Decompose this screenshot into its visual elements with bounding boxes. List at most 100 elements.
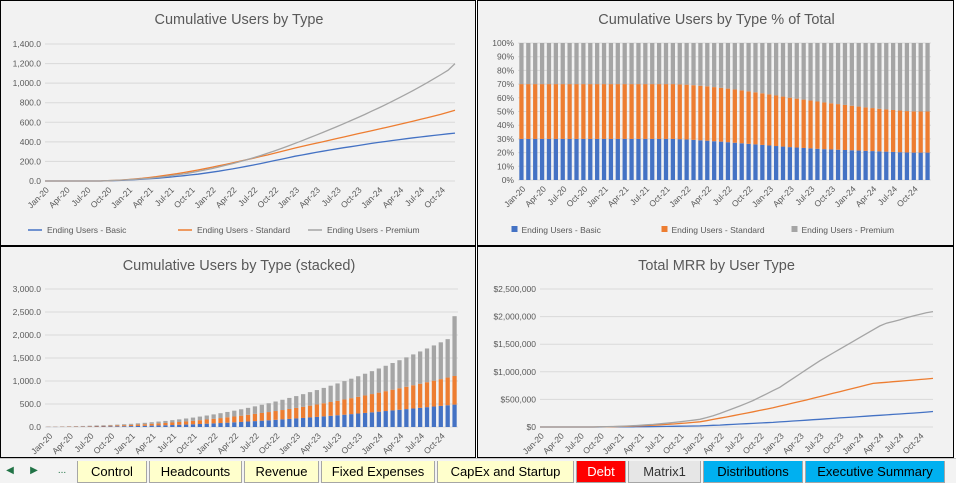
bar-segment	[177, 424, 182, 427]
bar-segment	[411, 385, 416, 409]
x-tick-label: Apr-21	[130, 185, 155, 210]
y-tick-label: 1,000.0	[13, 376, 42, 386]
bar-segment	[732, 142, 737, 180]
bar-segment	[691, 43, 696, 86]
legend-label: Ending Users - Basic	[47, 225, 127, 235]
bar-segment	[780, 43, 786, 97]
bar-segment	[911, 43, 916, 112]
bar-segment	[897, 43, 903, 111]
bar-segment	[287, 408, 292, 419]
bar-segment	[239, 421, 244, 427]
bar-segment	[404, 357, 409, 387]
bar-segment	[629, 84, 634, 139]
bar-segment	[252, 406, 258, 414]
bar-segment	[225, 417, 230, 423]
x-tick-label: Jan-23	[277, 431, 303, 457]
tab-revenue[interactable]: Revenue	[244, 461, 319, 483]
series-line	[45, 63, 456, 182]
y-tick-label: $2,000,000	[493, 312, 536, 322]
x-tick-label: Oct-24	[895, 184, 920, 209]
y-tick-label: 0%	[502, 175, 515, 185]
chart-svg: Cumulative Users by Type (stacked) 0.0 500…	[13, 258, 458, 457]
bar-segment	[615, 43, 620, 85]
bar-segment	[438, 379, 443, 406]
bar-segment	[863, 150, 868, 180]
chart-cumulative-users-stacked[interactable]: Cumulative Users by Type (stacked) 0.0 500…	[0, 246, 476, 458]
tab-debt[interactable]: Debt	[576, 461, 626, 483]
tab-distributions[interactable]: Distributions	[703, 461, 803, 483]
bar-segment	[712, 141, 717, 180]
bar-segment	[197, 424, 203, 427]
bar-segment	[670, 138, 676, 180]
y-tick-label: 0.0	[29, 422, 41, 432]
bar-segment	[356, 396, 361, 414]
bar-segment	[712, 87, 717, 142]
bar-segment	[691, 85, 696, 140]
bar-segment	[705, 86, 710, 141]
bar-segment	[294, 407, 299, 419]
y-tick-label: 1,500.0	[13, 353, 42, 363]
tab-capex-and-startup[interactable]: CapEx and Startup	[437, 461, 574, 483]
tab-fixed-expenses[interactable]: Fixed Expenses	[321, 461, 435, 483]
bar-segment	[780, 96, 786, 147]
scroll-tabs-left-icon[interactable]: ◀	[6, 465, 14, 476]
scroll-tabs-right-icon[interactable]: ▶	[30, 465, 38, 476]
bar-segment	[101, 426, 106, 427]
bar-segment	[760, 43, 765, 94]
bar-segment	[321, 403, 326, 417]
bar-segment	[815, 148, 820, 180]
bar-segment	[601, 138, 607, 180]
bar-segment	[314, 390, 320, 405]
tab-executive-summary[interactable]: Executive Summary	[805, 461, 945, 483]
bar-segment	[863, 107, 868, 151]
bar-segment	[197, 420, 203, 425]
bar-segment	[650, 43, 655, 85]
bar-segment	[767, 43, 772, 95]
bar-segment	[273, 411, 278, 420]
bar-segment	[342, 399, 347, 415]
x-tick-label: Jan-24	[832, 184, 858, 210]
bar-segment	[718, 87, 724, 142]
bar-segment	[404, 409, 409, 427]
sheet-tab-bar: ◀ ▶ ... Control Headcounts Revenue Fixed…	[0, 458, 956, 483]
tab-headcounts[interactable]: Headcounts	[149, 461, 242, 483]
bar-segment	[438, 342, 443, 380]
x-tick-label: Apr-23	[298, 431, 323, 456]
legend-label: Ending Users - Basic	[522, 225, 602, 235]
bar-segment	[342, 381, 347, 400]
bar-segment	[705, 140, 710, 180]
bar-segment	[335, 383, 340, 401]
chart-total-mrr[interactable]: Total MRR by User Type $0 $500,000 $1,000,0…	[477, 246, 954, 458]
chart-cumulative-users-line[interactable]: Cumulative Users by Type 0.0 200.0 400.0 600…	[0, 0, 476, 246]
bar-segment	[424, 407, 430, 427]
bar-segment	[232, 422, 237, 427]
bar-segment	[369, 371, 375, 395]
tab-matrix1[interactable]: Matrix1	[628, 461, 701, 483]
chart-cumulative-users-percent[interactable]: Cumulative Users by Type % of Total 0% 10%…	[477, 0, 954, 246]
x-tick-label: Apr-21	[606, 184, 631, 209]
y-tick-label: 60%	[497, 93, 514, 103]
bar-segment	[307, 392, 313, 406]
bar-segment	[245, 407, 251, 415]
more-tabs-button[interactable]: ...	[57, 465, 67, 476]
bar-segment	[273, 401, 278, 412]
y-tick-label: 1,200.0	[13, 59, 42, 69]
tab-control[interactable]: Control	[77, 461, 147, 483]
bar-segment	[663, 84, 669, 139]
y-tick-label: 3,000.0	[13, 284, 42, 294]
bar-segment	[718, 141, 724, 180]
bar-segment	[218, 418, 223, 424]
bar-segment	[643, 43, 648, 85]
bar-segment	[698, 43, 703, 86]
y-tick-label: 30%	[497, 134, 514, 144]
legend-swatch	[791, 226, 798, 232]
bar-segment	[725, 88, 731, 143]
bar-segment	[677, 84, 682, 140]
bar-segment	[677, 43, 682, 85]
bar-segment	[677, 139, 682, 180]
bar-segment	[601, 43, 607, 85]
bar-segment	[877, 43, 882, 109]
x-tick-label: Oct-21	[174, 431, 199, 456]
bar-segment	[533, 138, 538, 180]
chart-title: Cumulative Users by Type (stacked)	[123, 258, 356, 274]
